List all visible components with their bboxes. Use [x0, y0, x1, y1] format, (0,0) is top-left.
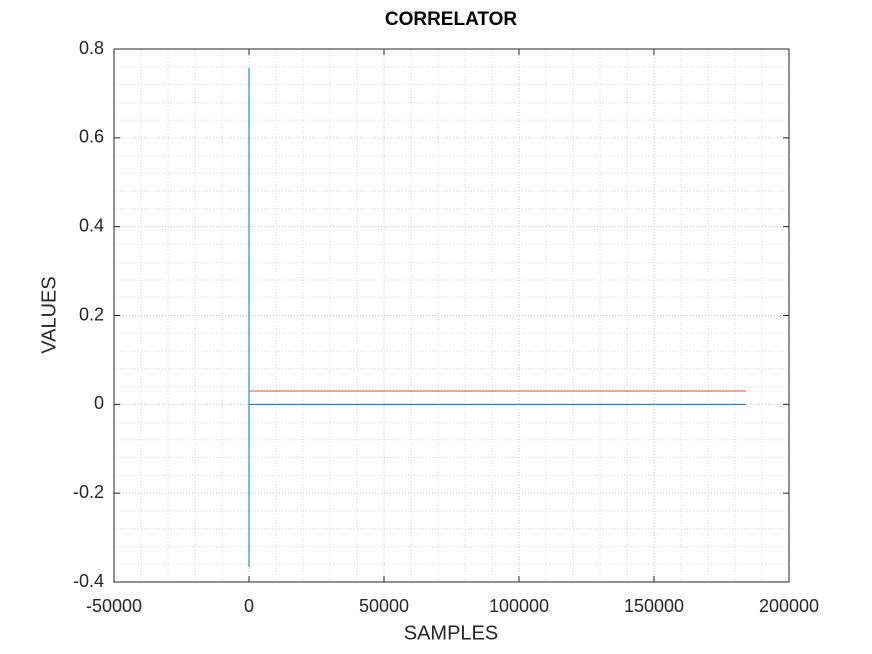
series-line	[248, 68, 746, 567]
plot-frame	[113, 48, 790, 583]
y-tick-label: 0.8	[79, 38, 104, 58]
y-tick-label: 0.6	[79, 127, 104, 147]
y-tick-label: -0.2	[73, 482, 104, 502]
y-tick-label: 0.4	[79, 215, 104, 235]
x-tick-label: 200000	[759, 596, 819, 616]
x-tick-label: 150000	[624, 596, 684, 616]
x-tick-label: 100000	[489, 596, 549, 616]
y-tick-label: 0.2	[79, 304, 104, 324]
y-tick-label: 0	[94, 393, 104, 413]
chart-title: CORRELATOR	[385, 9, 518, 30]
x-tick-label: 0	[244, 596, 254, 616]
y-axis-label: VALUES	[38, 276, 60, 353]
y-tick-label: -0.4	[73, 571, 104, 591]
x-tick-label: -50000	[86, 596, 142, 616]
x-axis-label: SAMPLES	[404, 622, 498, 644]
x-tick-label: 50000	[359, 596, 409, 616]
